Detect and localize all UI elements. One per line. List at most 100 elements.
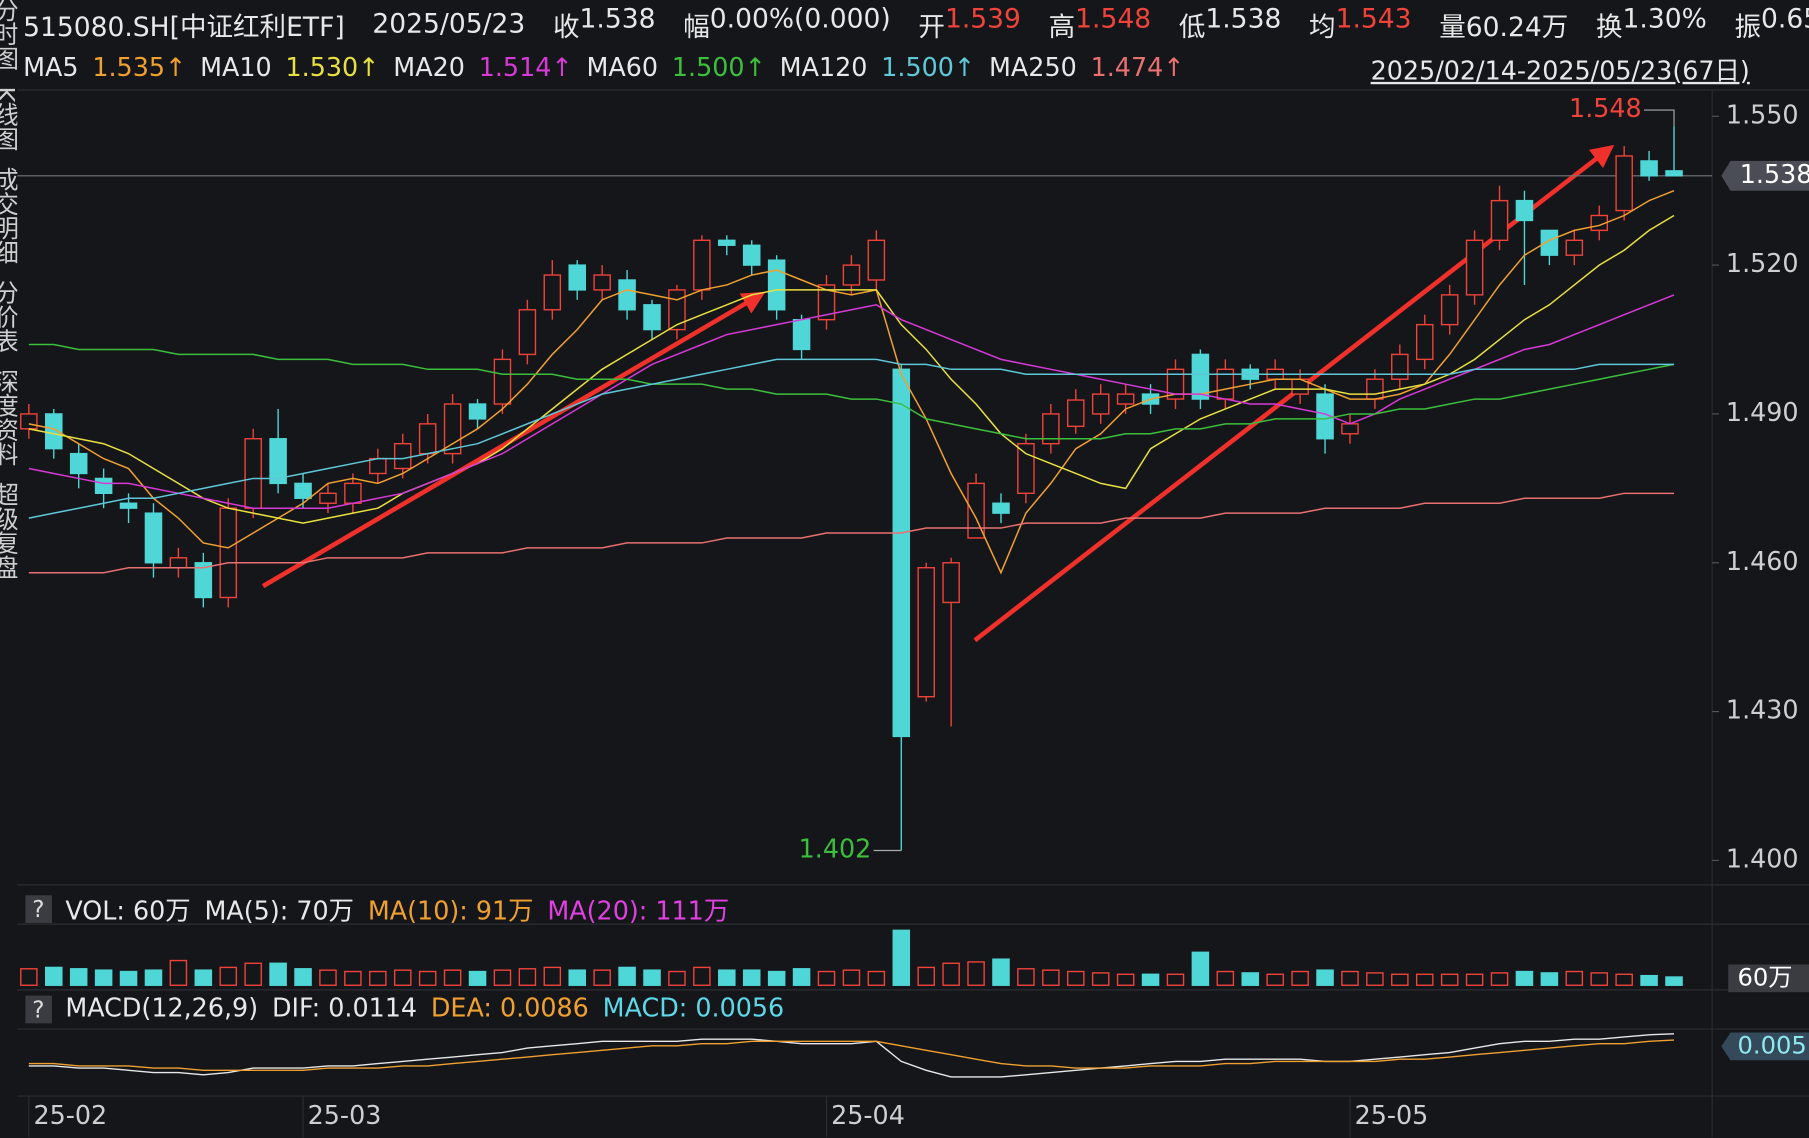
volume-bar [1590,972,1609,986]
candle-body [45,413,63,450]
vol-tag [1728,964,1809,993]
candle-body [1490,199,1509,241]
ma-line [28,492,1675,574]
help[interactable]: ? [25,995,52,1023]
candle-body [1366,378,1384,400]
volume-bar [668,970,686,986]
vol-header: ? VOL: 60万 MA(5): 70万 MA(10): 91万 MA(20): 11… [25,891,729,928]
candle-body [1042,413,1060,445]
candle-body [69,452,88,475]
symbol: 515080.SH[中证红利ETF] [23,12,345,43]
volume-bar [319,969,337,986]
field-label: 振 [1734,12,1762,43]
field-value: 0.00%(0.000) [709,4,891,35]
candle-body [942,562,960,604]
help[interactable]: ? [25,895,52,923]
field: 收 1.538 [553,5,656,44]
tab[interactable]: 深度资料 [0,369,17,466]
candle-body [693,239,711,291]
candle-body [618,279,636,311]
volume-bar [119,970,138,986]
candle-body [1515,199,1534,222]
volume-bar [892,929,911,986]
candle-body [867,239,886,281]
volume-bar [1341,970,1359,986]
field-value: 1.538 [1205,4,1282,35]
candle-body [1391,353,1409,380]
candle-body [493,358,512,405]
vol-tag-label: 60万 [1737,963,1792,991]
volume-bar [1116,973,1135,986]
volume-bar [1191,951,1210,986]
candle-body [668,289,686,331]
candle-body [1565,239,1584,256]
ma-name: MA250 [989,53,1077,83]
field-label: 幅 [683,12,710,43]
volume-bar [1665,976,1683,986]
volume-bar [69,968,88,986]
macd-tag-label: 0.005 [1737,1031,1806,1059]
candle-body [319,492,337,504]
tab[interactable]: 成交明细 [0,167,17,264]
field-label: 量 [1439,12,1466,43]
candle-body [144,512,163,564]
field-value: 1.539 [944,4,1021,35]
ma-name: MA60 [586,53,659,83]
tab[interactable]: K线图 [0,87,17,151]
volume-bar [94,969,113,986]
candle-body [767,259,786,311]
x-tick-label: 25-03 [308,1100,382,1130]
ma-line [28,190,1675,575]
ma-name: MA5 [23,53,79,83]
volume-bar [1415,973,1434,986]
volume-bar [693,966,711,986]
candle-body [1091,393,1110,415]
tab[interactable]: 分价表 [0,280,17,353]
candle-body [294,482,312,499]
macd-legend: DIF: 0.0114 [271,994,418,1024]
candle-body [568,264,587,291]
field: 高 1.548 [1049,5,1152,44]
volume-bar [1216,970,1235,986]
volume-bar [294,968,312,986]
date-range[interactable]: 2025/02/14-2025/05/23(67日) [1370,57,1750,87]
candle-body [169,557,188,569]
candle-body [443,403,462,455]
candle-body [643,304,661,331]
volume-bar [593,969,611,986]
candle-body [992,502,1010,514]
volume-bar [219,966,238,986]
candle-body [369,457,387,475]
macd-line [28,1039,1675,1071]
volume-bar [443,969,462,986]
candle-body [917,567,935,698]
candle-body [1440,294,1459,326]
vol-title: VOL: 60万 [65,897,191,927]
volume-bar [344,970,362,986]
y-tick-label: 1.490 [1726,397,1799,427]
candle-body [194,562,213,599]
candle-body [718,239,736,246]
volume-bar [493,969,512,986]
y-tick-label: 1.550 [1726,99,1799,129]
volume-bar [1391,973,1409,986]
ma-line [28,214,1675,524]
tab[interactable]: 超级复盘 [0,482,17,579]
field-label: 开 [918,12,945,43]
volume-bar [618,966,636,986]
volume-bar [1241,972,1260,986]
tab[interactable]: 分时图 [0,0,17,70]
volume-bar [792,968,811,986]
ma-name: MA120 [779,53,868,83]
candle-body [967,482,985,539]
volume-bar [518,968,537,986]
candle-body [1191,353,1210,400]
field: 量 60.24万 [1439,5,1568,44]
candle-body [1640,160,1658,177]
ma-name: MA10 [200,53,272,83]
volume-bar [1316,969,1334,986]
candle-body [119,502,138,509]
candle-body [518,309,537,356]
volume-bar [194,969,213,986]
